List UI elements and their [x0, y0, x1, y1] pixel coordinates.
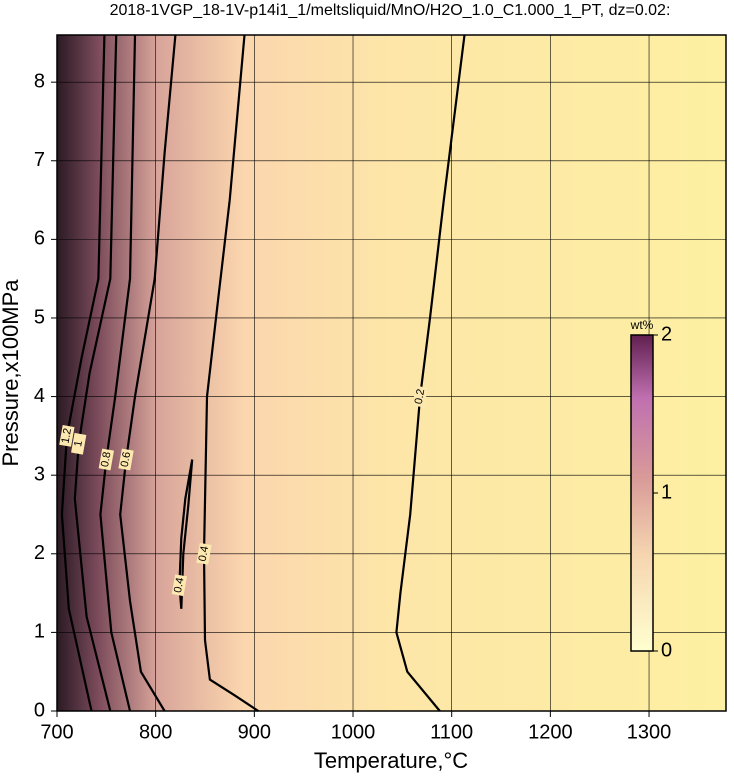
contour-label: 1 — [72, 440, 85, 448]
x-axis-label: Temperature,°C — [314, 748, 468, 773]
y-tick-label: 8 — [34, 70, 45, 92]
contour-label-group: 0.4 — [171, 574, 187, 597]
contour-label-bg — [71, 432, 87, 455]
x-tick-label: 1000 — [331, 721, 376, 743]
contour-label-bg — [196, 542, 212, 565]
contour-label-bg — [118, 448, 134, 471]
y-tick-label: 0 — [34, 699, 45, 721]
plot-background — [57, 35, 726, 711]
colorbar-tick-label: 1 — [661, 481, 672, 503]
x-tick-label: 800 — [139, 721, 172, 743]
contour-label: 0.4 — [197, 545, 211, 562]
y-axis-label: Pressure,x100MPa — [0, 279, 23, 467]
contour-label: 0.8 — [99, 451, 113, 468]
contour-label: 0.4 — [172, 577, 186, 594]
x-tick-label: 700 — [40, 721, 73, 743]
contour-label: 0.6 — [119, 451, 133, 468]
contour-label: 1.2 — [60, 427, 74, 444]
contour-line — [395, 34, 466, 712]
contour-label-bg — [59, 424, 75, 447]
colorbar — [630, 334, 654, 652]
x-tick-label: 1100 — [430, 721, 473, 743]
colorbar-tick-label: 0 — [661, 639, 672, 661]
contour-label-bg — [98, 448, 114, 471]
contour-label-bg — [412, 385, 428, 408]
contour-label-group: 0.6 — [118, 448, 134, 471]
contour-label-bg — [171, 574, 187, 597]
y-tick-label: 7 — [34, 149, 45, 171]
contour-label-group: 0.4 — [196, 542, 212, 565]
contour-label-group: 1.2 — [59, 424, 75, 447]
colorbar-tick-label: 2 — [661, 323, 672, 345]
contour-label-group: 0.2 — [412, 385, 428, 408]
contour-label-group: 0.8 — [98, 448, 114, 471]
y-tick-label: 5 — [34, 306, 45, 328]
y-tick-label: 2 — [34, 542, 45, 564]
x-tick-label: 900 — [238, 721, 271, 743]
plot-frame — [56, 34, 727, 712]
y-tick-label: 6 — [34, 228, 45, 250]
contour-label-group: 1 — [71, 432, 87, 455]
colorbar-label: wt% — [630, 318, 654, 332]
y-tick-label: 4 — [34, 385, 45, 407]
contour-line — [178, 459, 194, 609]
contour-label: 0.2 — [413, 388, 427, 405]
x-tick-label: 1300 — [627, 721, 672, 743]
y-tick-label: 3 — [34, 463, 45, 485]
y-tick-label: 1 — [34, 621, 45, 643]
x-tick-label: 1200 — [528, 721, 573, 743]
chart-title: 2018-1VGP_18-1V-p14i1_1/meltsliquid/MnO/… — [110, 2, 671, 19]
